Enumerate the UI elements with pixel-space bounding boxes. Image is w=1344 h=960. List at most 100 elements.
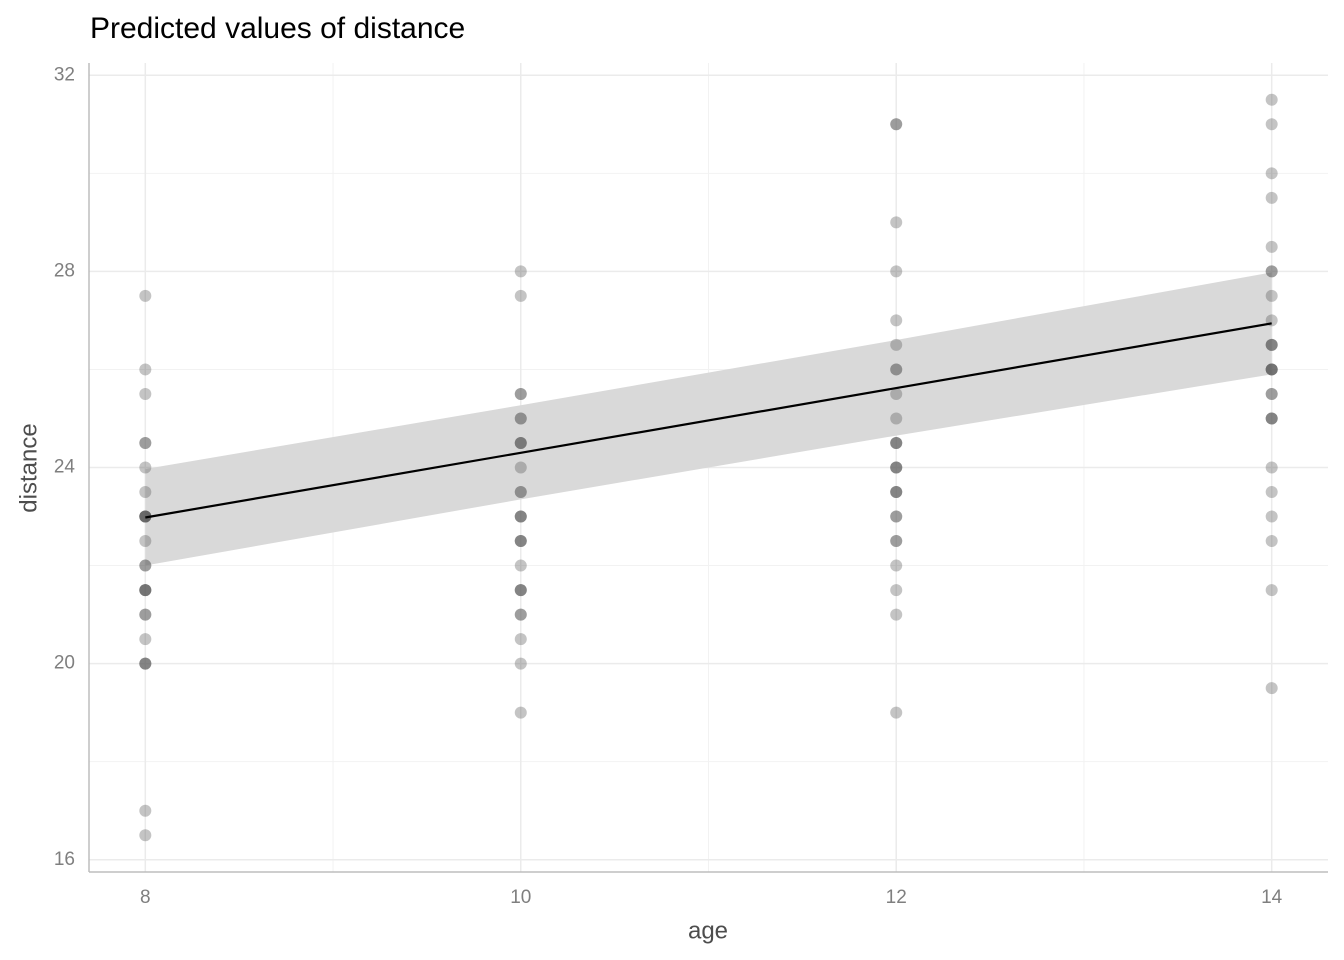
data-point xyxy=(1265,191,1278,204)
data-point xyxy=(890,486,903,499)
x-tick-label: 10 xyxy=(510,887,531,908)
data-point xyxy=(890,265,903,278)
data-point xyxy=(514,584,527,597)
data-point xyxy=(890,118,903,131)
data-point xyxy=(514,510,527,523)
data-point xyxy=(1265,338,1278,351)
data-point xyxy=(139,804,152,817)
data-point xyxy=(890,338,903,351)
data-point xyxy=(890,535,903,548)
data-point xyxy=(890,387,903,400)
confidence-band xyxy=(145,272,1272,566)
data-point xyxy=(890,216,903,229)
data-point xyxy=(139,486,152,499)
data-point xyxy=(1265,363,1278,376)
data-point xyxy=(139,608,152,621)
data-point xyxy=(1265,584,1278,597)
data-point xyxy=(1265,682,1278,695)
data-point xyxy=(514,436,527,449)
data-point xyxy=(514,633,527,646)
y-axis-title: distance xyxy=(15,423,42,512)
y-tick-label: 28 xyxy=(54,260,75,281)
data-point xyxy=(514,486,527,499)
data-point xyxy=(514,387,527,400)
data-point xyxy=(890,436,903,449)
data-point xyxy=(139,584,152,597)
data-point xyxy=(514,657,527,670)
data-point xyxy=(1265,363,1278,376)
data-point xyxy=(1265,387,1278,400)
data-point xyxy=(1265,240,1278,253)
data-point xyxy=(890,363,903,376)
data-point xyxy=(514,559,527,572)
data-point xyxy=(890,706,903,719)
data-point xyxy=(1265,412,1278,425)
fit-line xyxy=(145,322,1272,519)
data-point xyxy=(1265,93,1278,106)
data-point xyxy=(514,461,527,474)
data-point xyxy=(514,510,527,523)
data-point xyxy=(514,436,527,449)
data-point xyxy=(890,486,903,499)
data-point xyxy=(890,118,903,131)
data-point xyxy=(139,363,152,376)
x-axis-title: age xyxy=(688,917,728,944)
data-point xyxy=(890,363,903,376)
data-point xyxy=(1265,412,1278,425)
data-point xyxy=(890,608,903,621)
data-point xyxy=(139,584,152,597)
x-tick-label: 14 xyxy=(1261,887,1283,908)
data-point xyxy=(890,559,903,572)
data-point xyxy=(139,387,152,400)
data-point xyxy=(514,289,527,302)
data-point xyxy=(514,706,527,719)
y-tick-label: 24 xyxy=(54,457,76,478)
data-point xyxy=(514,584,527,597)
data-point xyxy=(890,510,903,523)
data-point xyxy=(890,436,903,449)
data-point xyxy=(1265,167,1278,180)
data-point xyxy=(139,608,152,621)
x-tick-label: 8 xyxy=(140,887,151,908)
data-point xyxy=(139,289,152,302)
data-point xyxy=(890,461,903,474)
data-point xyxy=(890,461,903,474)
data-point xyxy=(514,436,527,449)
data-point xyxy=(890,510,903,523)
data-point xyxy=(139,584,152,597)
y-tick-label: 20 xyxy=(54,653,75,674)
data-point xyxy=(514,608,527,621)
data-point xyxy=(890,486,903,499)
y-tick-label: 16 xyxy=(54,849,75,870)
data-point xyxy=(1265,486,1278,499)
data-point xyxy=(890,584,903,597)
data-point xyxy=(514,265,527,278)
data-point xyxy=(139,657,152,670)
data-point xyxy=(139,436,152,449)
data-point xyxy=(1265,510,1278,523)
data-point xyxy=(514,608,527,621)
data-point xyxy=(514,412,527,425)
data-point xyxy=(139,584,152,597)
data-point xyxy=(1265,265,1278,278)
data-point xyxy=(139,829,152,842)
data-point xyxy=(139,436,152,449)
data-point xyxy=(139,633,152,646)
data-point xyxy=(514,535,527,548)
data-point xyxy=(514,486,527,499)
data-point xyxy=(1265,265,1278,278)
data-point xyxy=(1265,387,1278,400)
data-point xyxy=(890,314,903,327)
data-point xyxy=(1265,363,1278,376)
data-point xyxy=(1265,289,1278,302)
data-point xyxy=(890,436,903,449)
chart-title: Predicted values of distance xyxy=(90,12,465,45)
data-point xyxy=(514,412,527,425)
data-point xyxy=(139,461,152,474)
data-point xyxy=(139,657,152,670)
data-point xyxy=(514,535,527,548)
data-point xyxy=(1265,338,1278,351)
data-point xyxy=(1265,363,1278,376)
data-point xyxy=(1265,461,1278,474)
